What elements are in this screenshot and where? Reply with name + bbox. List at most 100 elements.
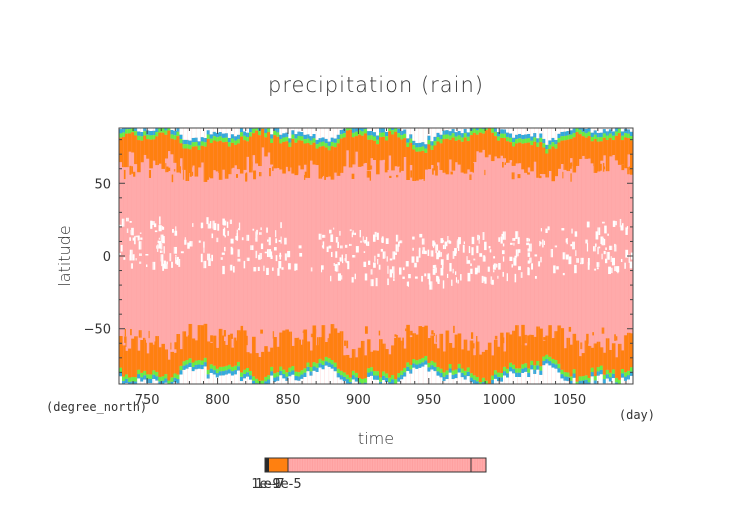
heatmap-cell-rain-intrusion [330,163,332,174]
heatmap-cell-south-dry [436,375,441,384]
heatmap-cell-dry [574,264,577,274]
heatmap-cell-dry [160,243,163,250]
heatmap-cell-south-green [623,372,628,377]
heatmap-cell-north-blue [357,128,362,131]
heatmap-cell-dry [344,244,348,248]
heatmap-cell-south-blue [572,373,577,378]
heatmap-cell-south-dry [270,375,274,384]
heatmap-cell-north-orange [409,142,413,166]
heatmap-cell-south-orange [255,353,259,379]
heatmap-cell-north-orange [572,137,577,173]
heatmap-cell-north-orange [230,142,235,168]
heatmap-cell-dry [335,263,339,272]
heatmap-cell-north-blue [285,132,289,137]
heatmap-cell-north-orange [490,132,495,162]
heatmap-cell-north-orange [521,143,525,170]
heatmap-cell-north-orange [348,129,353,168]
heatmap-cell-north-green [318,142,323,147]
heatmap-cell-dry [339,230,341,236]
heatmap-cell-dry [189,241,193,247]
heatmap-cell-dry [606,251,610,260]
heatmap-cell-rain-intrusion [314,329,317,334]
heatmap-cell-north-green [324,143,329,148]
heatmap-cell-north-green [515,139,519,144]
heatmap-cell-south-blue [524,367,528,372]
heatmap-cell-dry [281,267,284,270]
heatmap-cell-north-blue [499,129,504,134]
heatmap-cell-south-green [475,376,480,382]
heatmap-cell-dry [260,227,262,231]
heatmap-cell-dry [537,261,541,267]
heatmap-cell-north-dry [327,128,332,142]
heatmap-cell-north-orange [542,147,546,175]
heatmap-cell-south-orange [439,333,444,369]
heatmap-cell-south-green [488,385,492,389]
heatmap-cell-dry [447,253,449,256]
heatmap-cell-rain-intrusion [575,161,579,166]
heatmap-cell-rain-intrusion [137,169,140,172]
heatmap-cell-dry [352,230,354,235]
heatmap-cell-south-green [578,376,583,381]
heatmap-cell-dry [412,236,415,240]
heatmap-cell-dry [596,267,599,270]
heatmap-cell-south-dry [608,381,613,384]
heatmap-cell-south-blue [578,380,583,384]
heatmap-cell-dry [192,223,194,227]
heatmap-cell-south-dry [203,366,208,384]
heatmap-cell-dry [479,253,483,257]
heatmap-cell-south-green [303,368,308,373]
heatmap-cell-south-dry [421,366,425,384]
heatmap-cell-north-green [605,135,610,140]
heatmap-cell-south-blue [469,377,474,382]
heatmap-cell-north-green [614,131,619,136]
heatmap-cell-rain-intrusion [453,325,455,333]
heatmap-cell-south-orange [394,337,398,380]
heatmap-cell-rain-intrusion [346,340,349,349]
heatmap-cell-north-green [369,135,374,140]
heatmap-cell-south-blue [197,364,202,369]
heatmap-cell-dry [440,259,444,265]
heatmap-cell-south-dry [330,368,335,384]
heatmap-cell-north-orange [143,135,147,155]
heatmap-cell-dry [389,269,393,278]
heatmap-cell-north-dry [605,128,610,132]
colorbar-segment-low [265,458,269,472]
heatmap-cell-rain-intrusion [316,337,319,348]
heatmap-cell-dry [175,254,177,257]
heatmap-cell-north-orange [188,149,193,174]
heatmap-cell-south-dry [333,371,338,384]
heatmap-cell-south-blue [518,372,522,378]
heatmap-cell-dry [288,263,292,270]
heatmap-cell-south-blue [506,373,510,378]
heatmap-cell-dry [287,250,291,258]
heatmap-cell-dry [129,249,133,259]
heatmap-cell-north-dry [203,128,208,138]
heatmap-cell-rain-intrusion [410,170,413,178]
heatmap-cell-dry [123,257,126,260]
heatmap-cell-south-blue [330,364,335,369]
heatmap-cell-rain-intrusion [130,166,134,174]
heatmap-cell-dry [351,277,354,283]
heatmap-cell-north-dry [560,128,565,132]
heatmap-cell-north-green [430,145,435,150]
heatmap-cell-north-blue [306,134,311,139]
heatmap-cell-north-blue [379,128,383,133]
heatmap-cell-south-green [388,377,392,383]
heatmap-cell-south-dry [427,371,432,384]
heatmap-cell-north-green [363,129,368,134]
heatmap-cell-south-green [436,367,441,372]
heatmap-cell-rain-intrusion [189,172,192,177]
heatmap-cell-north-dry [421,128,425,143]
heatmap-cell-south-orange [206,341,211,370]
heatmap-cell-north-green [294,138,298,143]
heatmap-cell-south-blue [273,377,277,382]
heatmap-cell-south-orange [125,350,129,375]
chart-title: precipitation (rain) [268,73,484,97]
heatmap-cell-north-blue [261,120,265,124]
heatmap-cell-rain-intrusion [269,168,271,177]
heatmap-cell-south-orange [518,345,522,369]
heatmap-cell-dry [614,244,617,252]
heatmap-cell-south-green [394,379,398,384]
heatmap-cell-dry [550,248,553,258]
heatmap-cell-north-blue [188,140,193,145]
